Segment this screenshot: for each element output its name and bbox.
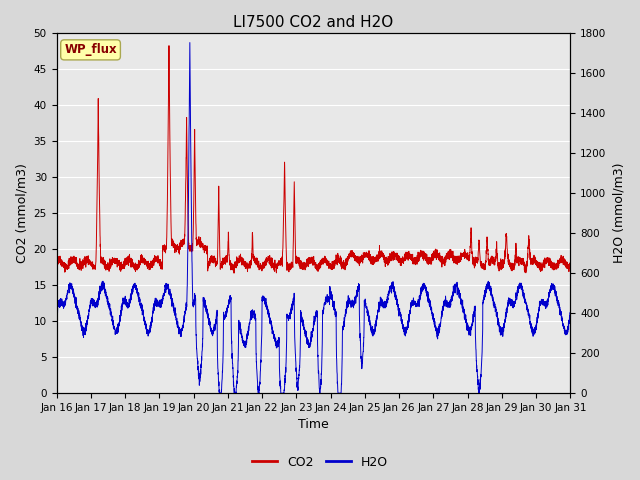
Y-axis label: H2O (mmol/m3): H2O (mmol/m3): [612, 163, 625, 263]
Y-axis label: CO2 (mmol/m3): CO2 (mmol/m3): [15, 163, 28, 263]
Title: LI7500 CO2 and H2O: LI7500 CO2 and H2O: [234, 15, 394, 30]
X-axis label: Time: Time: [298, 419, 329, 432]
Text: WP_flux: WP_flux: [64, 43, 117, 56]
Legend: CO2, H2O: CO2, H2O: [247, 451, 393, 474]
